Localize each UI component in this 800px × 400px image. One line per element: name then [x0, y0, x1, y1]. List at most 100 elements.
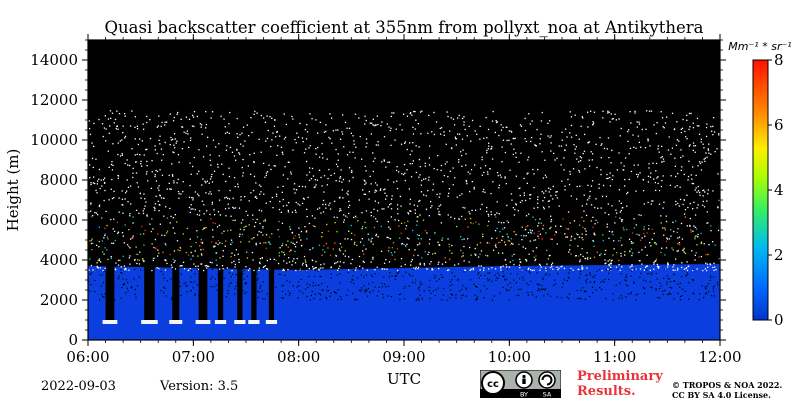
speckle-dot	[206, 267, 208, 269]
speckle-dot	[122, 212, 124, 214]
speckle-dot	[447, 195, 449, 197]
speckle-dot	[418, 200, 420, 202]
speckle-dot	[171, 298, 173, 300]
speckle-dot	[404, 141, 406, 143]
speckle-dot	[287, 246, 289, 248]
speckle-dot	[335, 129, 337, 131]
speckle-dot	[658, 288, 661, 290]
speckle-dot	[249, 268, 251, 270]
speckle-dot	[265, 247, 267, 249]
speckle-dot	[414, 212, 416, 214]
speckle-dot	[516, 273, 518, 275]
speckle-dot	[540, 120, 543, 122]
speckle-dot	[214, 278, 216, 280]
speckle-dot	[305, 138, 308, 140]
speckle-dot	[644, 147, 647, 149]
speckle-dot	[153, 246, 155, 249]
speckle-dot	[613, 248, 615, 250]
speckle-dot	[683, 268, 686, 270]
speckle-dot	[599, 136, 601, 139]
speckle-dot	[510, 287, 512, 289]
speckle-dot	[314, 225, 316, 228]
speckle-dot	[269, 243, 271, 245]
speckle-dot	[483, 267, 485, 269]
speckle-dot	[141, 165, 143, 167]
speckle-dot	[390, 127, 392, 129]
speckle-dot	[502, 271, 504, 273]
speckle-dot	[97, 214, 99, 216]
speckle-dot	[339, 176, 342, 178]
speckle-dot	[478, 272, 480, 274]
speckle-dot	[424, 165, 426, 167]
speckle-dot	[655, 162, 658, 165]
speckle-dot	[529, 198, 531, 200]
speckle-dot	[419, 199, 421, 202]
speckle-dot	[334, 291, 337, 294]
speckle-dot	[638, 141, 640, 143]
speckle-dot	[315, 260, 317, 263]
speckle-dot	[186, 285, 189, 287]
speckle-dot	[273, 125, 276, 127]
speckle-dot	[625, 279, 627, 281]
speckle-dot	[105, 210, 107, 213]
speckle-dot	[687, 265, 690, 267]
speckle-dot	[709, 263, 711, 265]
speckle-dot	[489, 168, 491, 170]
speckle-dot	[505, 264, 507, 266]
speckle-dot	[499, 241, 502, 244]
speckle-dot	[560, 225, 562, 227]
y-tick-label: 8000	[40, 171, 78, 189]
speckle-dot	[233, 207, 235, 209]
speckle-dot	[101, 123, 104, 125]
speckle-dot	[506, 204, 508, 207]
speckle-dot	[512, 153, 514, 156]
speckle-dot	[451, 252, 453, 254]
speckle-dot	[438, 267, 440, 270]
speckle-dot	[177, 291, 179, 293]
speckle-dot	[706, 123, 708, 125]
speckle-dot	[202, 228, 204, 231]
speckle-dot	[129, 185, 132, 187]
speckle-dot	[569, 222, 571, 224]
speckle-dot	[189, 238, 191, 240]
speckle-dot	[611, 149, 613, 151]
speckle-dot	[317, 270, 319, 272]
speckle-dot	[635, 294, 637, 296]
speckle-dot	[510, 238, 513, 240]
speckle-dot	[627, 191, 629, 194]
speckle-dot	[169, 254, 171, 256]
speckle-dot	[547, 122, 549, 124]
speckle-dot	[242, 172, 244, 174]
speckle-dot	[152, 228, 154, 230]
speckle-dot	[364, 221, 366, 224]
speckle-dot	[712, 290, 715, 292]
speckle-dot	[355, 267, 357, 269]
speckle-dot	[158, 115, 160, 117]
speckle-dot	[598, 183, 600, 185]
speckle-dot	[659, 282, 661, 284]
speckle-dot	[521, 269, 523, 271]
speckle-dot	[537, 235, 539, 237]
speckle-dot	[270, 168, 272, 171]
speckle-dot	[692, 278, 694, 280]
speckle-dot	[535, 145, 537, 147]
speckle-dot	[695, 187, 697, 189]
speckle-dot	[474, 164, 476, 166]
speckle-dot	[590, 151, 592, 153]
speckle-dot	[565, 227, 567, 230]
speckle-dot	[273, 165, 275, 167]
speckle-dot	[356, 299, 358, 301]
speckle-dot	[521, 268, 523, 270]
speckle-dot	[179, 247, 182, 249]
speckle-dot	[518, 294, 520, 296]
speckle-dot	[586, 282, 588, 284]
speckle-dot	[469, 269, 471, 271]
speckle-dot	[101, 217, 103, 219]
speckle-dot	[635, 173, 638, 175]
speckle-dot	[412, 133, 415, 135]
speckle-dot	[393, 181, 395, 183]
speckle-dot	[359, 290, 361, 292]
speckle-dot	[146, 121, 148, 124]
speckle-dot	[704, 286, 706, 288]
speckle-dot	[169, 144, 171, 146]
